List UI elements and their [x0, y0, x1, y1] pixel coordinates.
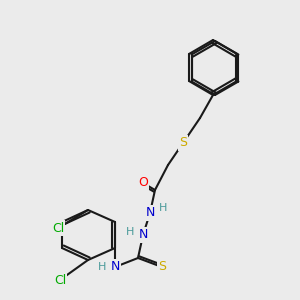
Text: S: S [158, 260, 166, 274]
Text: Cl: Cl [54, 274, 66, 286]
Text: N: N [110, 260, 120, 274]
Text: Cl: Cl [52, 221, 64, 235]
Text: N: N [138, 229, 148, 242]
Text: S: S [179, 136, 187, 149]
Text: H: H [126, 227, 134, 237]
Text: H: H [159, 203, 167, 213]
Text: O: O [138, 176, 148, 190]
Text: N: N [145, 206, 155, 220]
Text: H: H [98, 262, 106, 272]
